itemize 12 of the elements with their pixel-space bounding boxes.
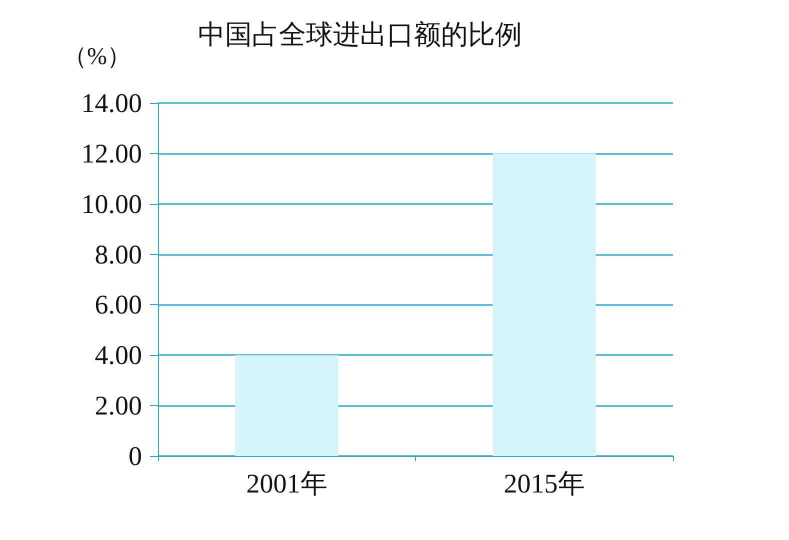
y-tick-label: 0 [128, 441, 142, 471]
y-tick-label: 2.00 [94, 390, 142, 421]
y-tick-label: 4.00 [94, 340, 142, 370]
y-tick-label: 8.00 [94, 239, 142, 270]
y-tick-label: 10.00 [81, 188, 142, 219]
chart-title: 中国占全球进出口额的比例 [198, 20, 522, 50]
y-axis-title: （%） [63, 44, 131, 70]
x-tick-label: 2015年 [504, 468, 585, 498]
y-tick-label: 12.00 [81, 138, 142, 168]
y-tick-label: 6.00 [94, 290, 142, 320]
x-tick-label: 2001年 [246, 468, 328, 498]
y-tick-label: 14.00 [81, 88, 142, 118]
